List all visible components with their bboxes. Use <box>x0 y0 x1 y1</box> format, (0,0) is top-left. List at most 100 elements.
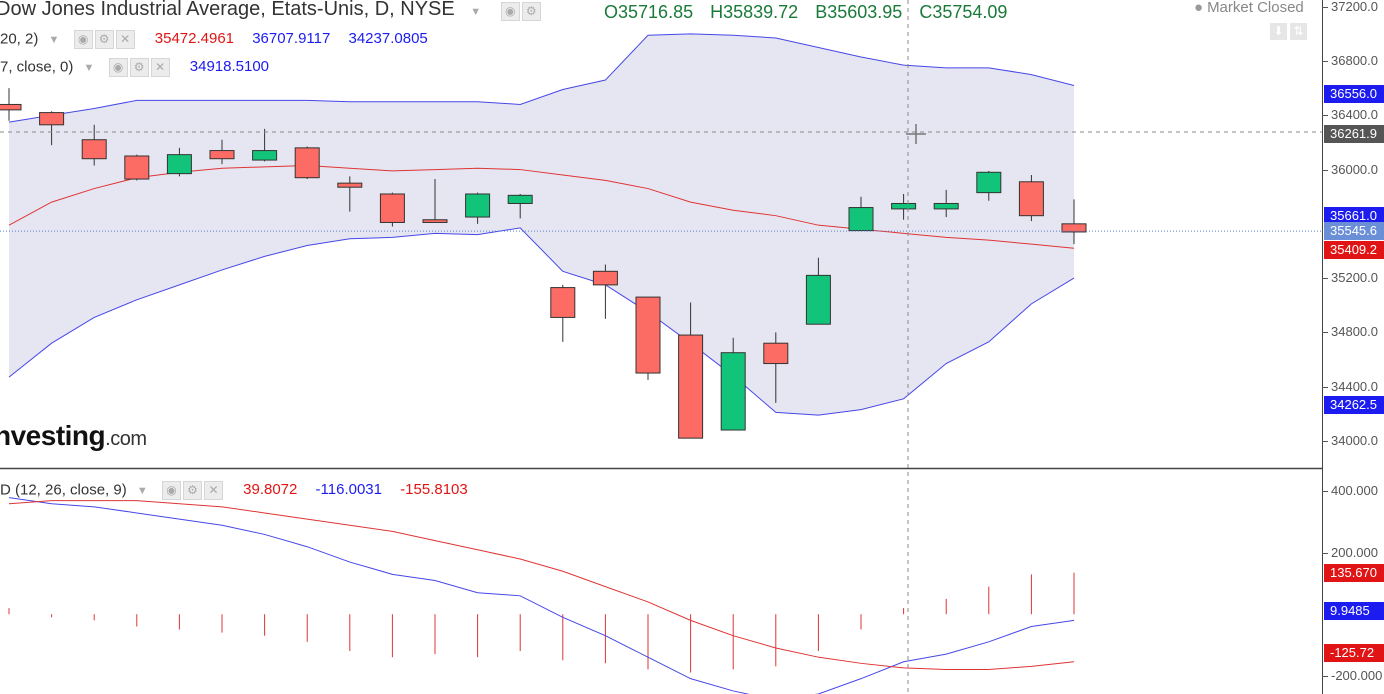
bollinger-lower-line <box>8 227 1075 416</box>
candle-body <box>763 342 789 365</box>
logo-main: nvesting <box>0 420 106 451</box>
bollinger-middle-value: 35472.4961 <box>154 30 235 48</box>
price-tag: 35545.6 <box>1324 222 1384 241</box>
macd-line <box>8 497 1075 694</box>
ma-params: 7, close, 0) <box>0 58 74 76</box>
candle-body <box>805 274 831 325</box>
price-axis-label: 36400.0 <box>1331 107 1378 123</box>
candle-body <box>39 112 65 126</box>
chevron-down-icon[interactable]: ▼ <box>48 34 60 47</box>
ohlc-high: 35839.72 <box>723 2 799 22</box>
axis-tick <box>1322 6 1328 8</box>
eye-icon[interactable]: ◉ <box>73 30 93 49</box>
axis-tick <box>1322 169 1328 171</box>
price-tag: 35409.2 <box>1324 240 1384 259</box>
candle-body <box>635 296 661 374</box>
candle-body <box>507 194 533 204</box>
scale-buttons: ⬇ ⇅ <box>1270 22 1310 40</box>
eye-icon[interactable]: ◉ <box>161 481 181 500</box>
bollinger-buttons: ◉ ⚙ ✕ <box>73 30 137 49</box>
axis-tick <box>1322 440 1328 442</box>
price-axis-label: 34400.0 <box>1331 378 1378 394</box>
arrows-updown-icon[interactable]: ⇅ <box>1290 23 1307 40</box>
macd-axis-label: 200.000 <box>1331 544 1378 560</box>
title-button-group: ◉ ⚙ <box>500 0 543 22</box>
gear-icon[interactable]: ⚙ <box>94 30 114 49</box>
axis-tick <box>1322 115 1328 117</box>
candle-body <box>81 139 107 160</box>
candle-body <box>1018 181 1044 217</box>
axis-tick <box>1322 61 1328 63</box>
price-tag: 35661.0 <box>1324 206 1384 225</box>
candle-body <box>0 103 22 111</box>
chevron-down-icon[interactable]: ▼ <box>136 485 148 498</box>
candle-body <box>252 150 278 161</box>
close-icon[interactable]: ✕ <box>115 30 135 49</box>
macd-tag: -125.72 <box>1324 643 1384 662</box>
candle-body <box>209 150 235 160</box>
macd-params: D (12, 26, close, 9) <box>0 481 127 499</box>
close-icon[interactable]: ✕ <box>150 58 170 77</box>
axis-tick <box>1322 552 1328 554</box>
price-axis-label: 34000.0 <box>1331 432 1378 448</box>
ma-legend[interactable]: 7, close, 0) ▼ ◉ ⚙ ✕ 34918.5100 <box>0 58 269 77</box>
candle-body <box>933 202 959 210</box>
ma-buttons: ◉ ⚙ ✕ <box>108 58 172 77</box>
candle-body <box>550 287 576 318</box>
candle-body <box>720 352 746 431</box>
logo-suffix: .com <box>105 428 147 450</box>
chevron-down-icon[interactable]: ▼ <box>83 62 95 75</box>
candle-body <box>976 171 1002 194</box>
candle-body <box>166 154 192 175</box>
candle-body <box>891 202 917 210</box>
gear-icon[interactable]: ⚙ <box>521 2 541 22</box>
macd-tag: 135.670 <box>1324 563 1384 582</box>
candle-body <box>379 193 405 223</box>
symbol-title[interactable]: Dow Jones Industrial Average, États-Unis… <box>0 0 455 20</box>
macd-value: 39.8072 <box>243 481 298 499</box>
price-axis-label: 36800.0 <box>1331 53 1378 69</box>
arrow-down-icon[interactable]: ⬇ <box>1270 23 1287 40</box>
ohlc-low-label: B <box>815 2 828 22</box>
price-axis-label: 35200.0 <box>1331 270 1378 286</box>
candle-body <box>422 219 448 223</box>
bollinger-legend[interactable]: 20, 2) ▼ ◉ ⚙ ✕ 35472.4961 36707.9117 34237… <box>0 30 428 49</box>
bollinger-params: 20, 2) <box>0 30 39 48</box>
ohlc-open-label: O <box>604 2 619 22</box>
status-dot-icon: ● <box>1194 0 1204 16</box>
candle-body <box>294 147 320 179</box>
close-icon[interactable]: ✕ <box>203 481 223 500</box>
macd-signal-line <box>8 500 1075 670</box>
ohlc-open: 35716.85 <box>618 2 694 22</box>
ohlc-close: 35754.09 <box>932 2 1008 22</box>
gear-icon[interactable]: ⚙ <box>182 481 202 500</box>
macd-buttons: ◉ ⚙ ✕ <box>161 481 225 500</box>
macd-legend[interactable]: D (12, 26, close, 9) ▼ ◉ ⚙ ✕ 39.8072 -116.… <box>0 481 468 500</box>
price-axis-label: 34800.0 <box>1331 324 1378 340</box>
price-tag: 36261.9 <box>1324 125 1384 144</box>
ohlc-readout: O35716.85 H35839.72 B35603.95 C35754.09 <box>604 2 1007 23</box>
ohlc-high-label: H <box>710 2 724 22</box>
bollinger-upper-value: 36707.9117 <box>252 30 331 48</box>
macd-tag: 9.9485 <box>1324 602 1384 621</box>
chevron-down-icon[interactable]: ▼ <box>470 6 482 18</box>
macd-hist-value: -155.8103 <box>400 481 468 499</box>
gear-icon[interactable]: ⚙ <box>129 58 149 77</box>
eye-icon[interactable]: ◉ <box>108 58 128 77</box>
axis-tick <box>1322 278 1328 280</box>
ohlc-close-label: C <box>919 2 933 22</box>
market-status-text: Market Closed <box>1207 0 1304 16</box>
ohlc-low: 35603.95 <box>827 2 903 22</box>
axis-tick <box>1322 675 1328 677</box>
candle-body <box>1061 223 1087 233</box>
macd-axis-label: 400.000 <box>1331 483 1378 499</box>
header-bar: Dow Jones Industrial Average, États-Unis… <box>0 0 547 22</box>
axis-tick <box>1322 491 1328 493</box>
investing-logo: nvesting.com <box>0 420 147 452</box>
eye-icon[interactable]: ◉ <box>500 2 520 22</box>
bollinger-band-fill <box>9 33 1074 416</box>
bollinger-upper-line <box>8 33 1075 123</box>
ma-value: 34918.5100 <box>189 58 270 76</box>
price-tag: 36556.0 <box>1324 85 1384 104</box>
